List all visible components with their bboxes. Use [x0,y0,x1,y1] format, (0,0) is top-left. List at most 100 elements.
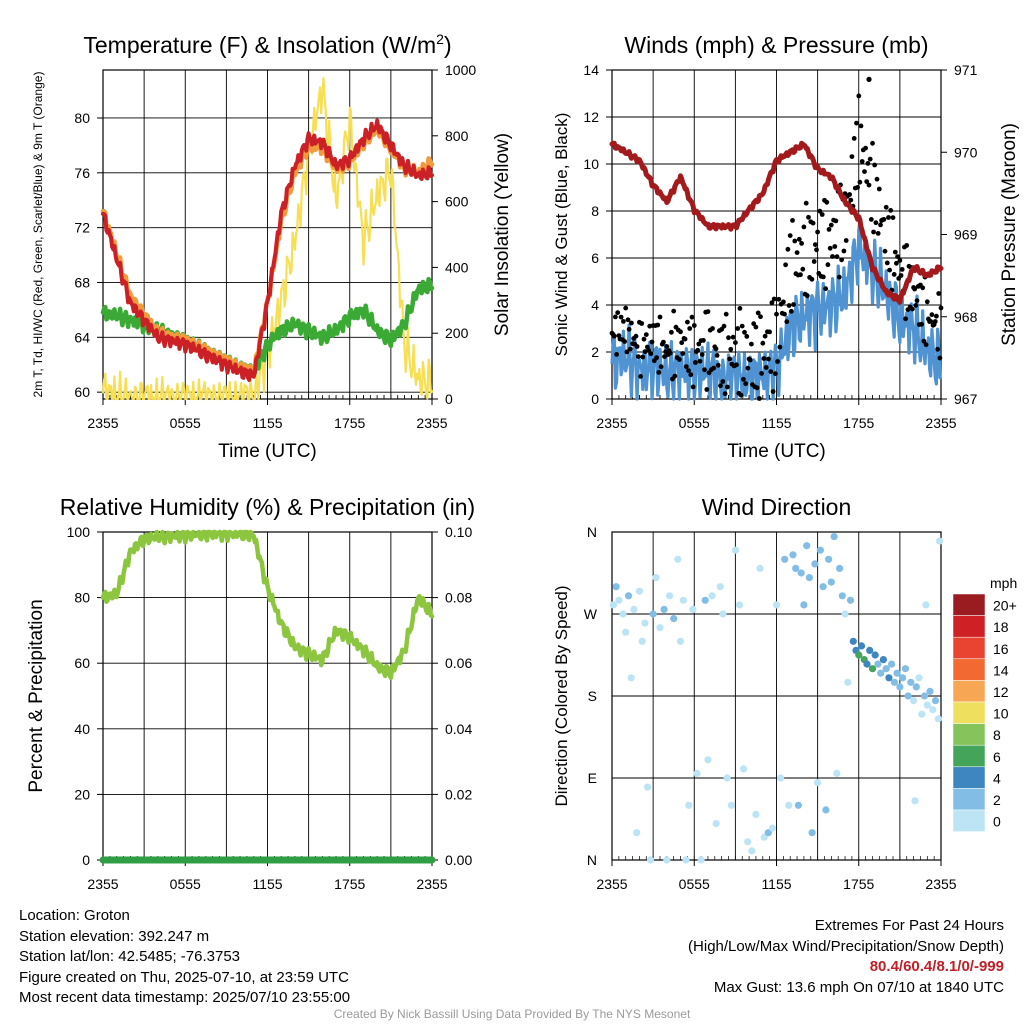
direction-point [855,651,863,659]
y-tick-label: N [587,852,597,868]
gust-point [683,364,689,369]
gust-point [769,300,775,306]
direction-point [630,605,638,614]
y-tick-label: 0 [591,391,599,407]
direction-point [638,637,646,645]
panel-1: 2355 0555 1155 1755 2355 Winds (mph) & Pressu… [552,32,1020,462]
gust-point [849,154,855,160]
gust-point [730,334,736,340]
panel-0: 2355 0555 1155 1755 2355 Temperature (F) & In… [31,31,513,462]
y-tick-label: 60 [74,655,90,671]
gust-point [614,352,619,357]
x-tick-label: 0555 [170,415,201,431]
direction-point [748,847,756,855]
gust-point [685,319,690,325]
direction-point [674,555,682,563]
gust-point [701,338,706,343]
direction-point [708,592,716,600]
gust-point [662,354,667,359]
legend-title: mph [990,575,1017,591]
y-axis-label: 2m T, Td, HI/WC (Red, Green, Scarlet/Blu… [31,72,45,398]
x-tick-label: 1755 [843,415,874,431]
direction-point [649,610,657,618]
gust-point [798,272,803,278]
gust-point [815,229,820,235]
chart-title: Temperature (F) & Insolation (W/m2) [83,31,451,58]
gust-point [878,222,883,228]
y-tick-label-right: 967 [954,391,978,407]
direction-point [934,715,942,723]
gust-point [938,305,944,311]
direction-point [931,697,940,705]
gust-point [714,353,720,358]
gust-point [855,185,860,190]
station-latlon: Station lat/lon: 42.5485; -76.3753 [19,948,241,965]
gust-point [894,260,899,266]
direction-point [627,674,635,682]
gust-point [791,302,796,307]
chart-title: Wind Direction [702,494,852,520]
x-tick-label: 0555 [679,876,710,892]
x-tick-label: 1755 [334,876,365,892]
gust-point [680,351,686,356]
gust-point [777,344,783,350]
gust-point [794,250,800,256]
gust-point [890,215,896,221]
direction-point [920,692,929,700]
gust-point [669,329,674,335]
y-axis-label: Direction (Colored By Speed) [552,585,571,806]
gust-point [735,326,741,331]
gust-point [686,368,691,373]
legend-swatch [952,766,986,789]
direction-point [752,810,760,819]
gust-point [753,324,759,330]
x-tick-label: 0555 [679,415,710,431]
y-tick-label-right: 1000 [445,62,476,78]
legend-label: 8 [993,727,1001,743]
direction-point [838,592,846,600]
gust-point [936,291,942,296]
y-tick-label-right: 600 [445,194,469,210]
y-tick-label-right: 968 [954,309,978,325]
gust-point [624,349,630,355]
gust-point [833,218,839,224]
direction-point [922,601,930,609]
direction-point [712,820,720,828]
gust-point [657,314,663,320]
gust-point [897,258,903,263]
gust-point [856,93,862,99]
gust-point [690,384,696,390]
gust-point [806,214,811,220]
gust-point [720,379,726,384]
gust-point [693,360,698,365]
gust-point [770,389,776,394]
recent-data-timestamp: Most recent data timestamp: 2025/07/10 2… [19,989,351,1006]
figure-created: Figure created on Thu, 2025-07-10, at 23… [19,968,349,986]
direction-point [735,601,744,609]
direction-point [723,774,731,782]
direction-point [929,706,937,714]
gust-point [863,145,868,151]
gust-point [823,286,828,292]
gust-point [695,347,701,353]
y-axis-label-right: Solar Insolation (Yellow) [492,133,513,336]
gust-point [811,259,817,264]
y-tick-label: 64 [74,329,90,345]
gust-point [792,238,798,244]
direction-point [888,660,896,668]
legend-label: 0 [993,814,1001,830]
gust-point [629,320,634,326]
y-axis-label-right: Station Pressure (Maroon) [999,123,1020,346]
max-gust-text: Max Gust: 13.6 mph On 07/10 at 1840 UTC [713,978,1004,996]
direction-point [890,678,899,686]
gust-point [638,374,643,379]
gust-point [799,241,804,246]
direction-point [936,537,944,545]
gust-point [704,387,710,392]
direction-point [874,660,882,668]
legend-swatch [952,744,986,768]
gust-point [873,220,879,226]
gust-point [921,338,927,344]
y-axis-label: Sonic Wind & Gust (Blue, Black) [552,113,571,357]
x-axis-label: Time (UTC) [218,441,317,462]
